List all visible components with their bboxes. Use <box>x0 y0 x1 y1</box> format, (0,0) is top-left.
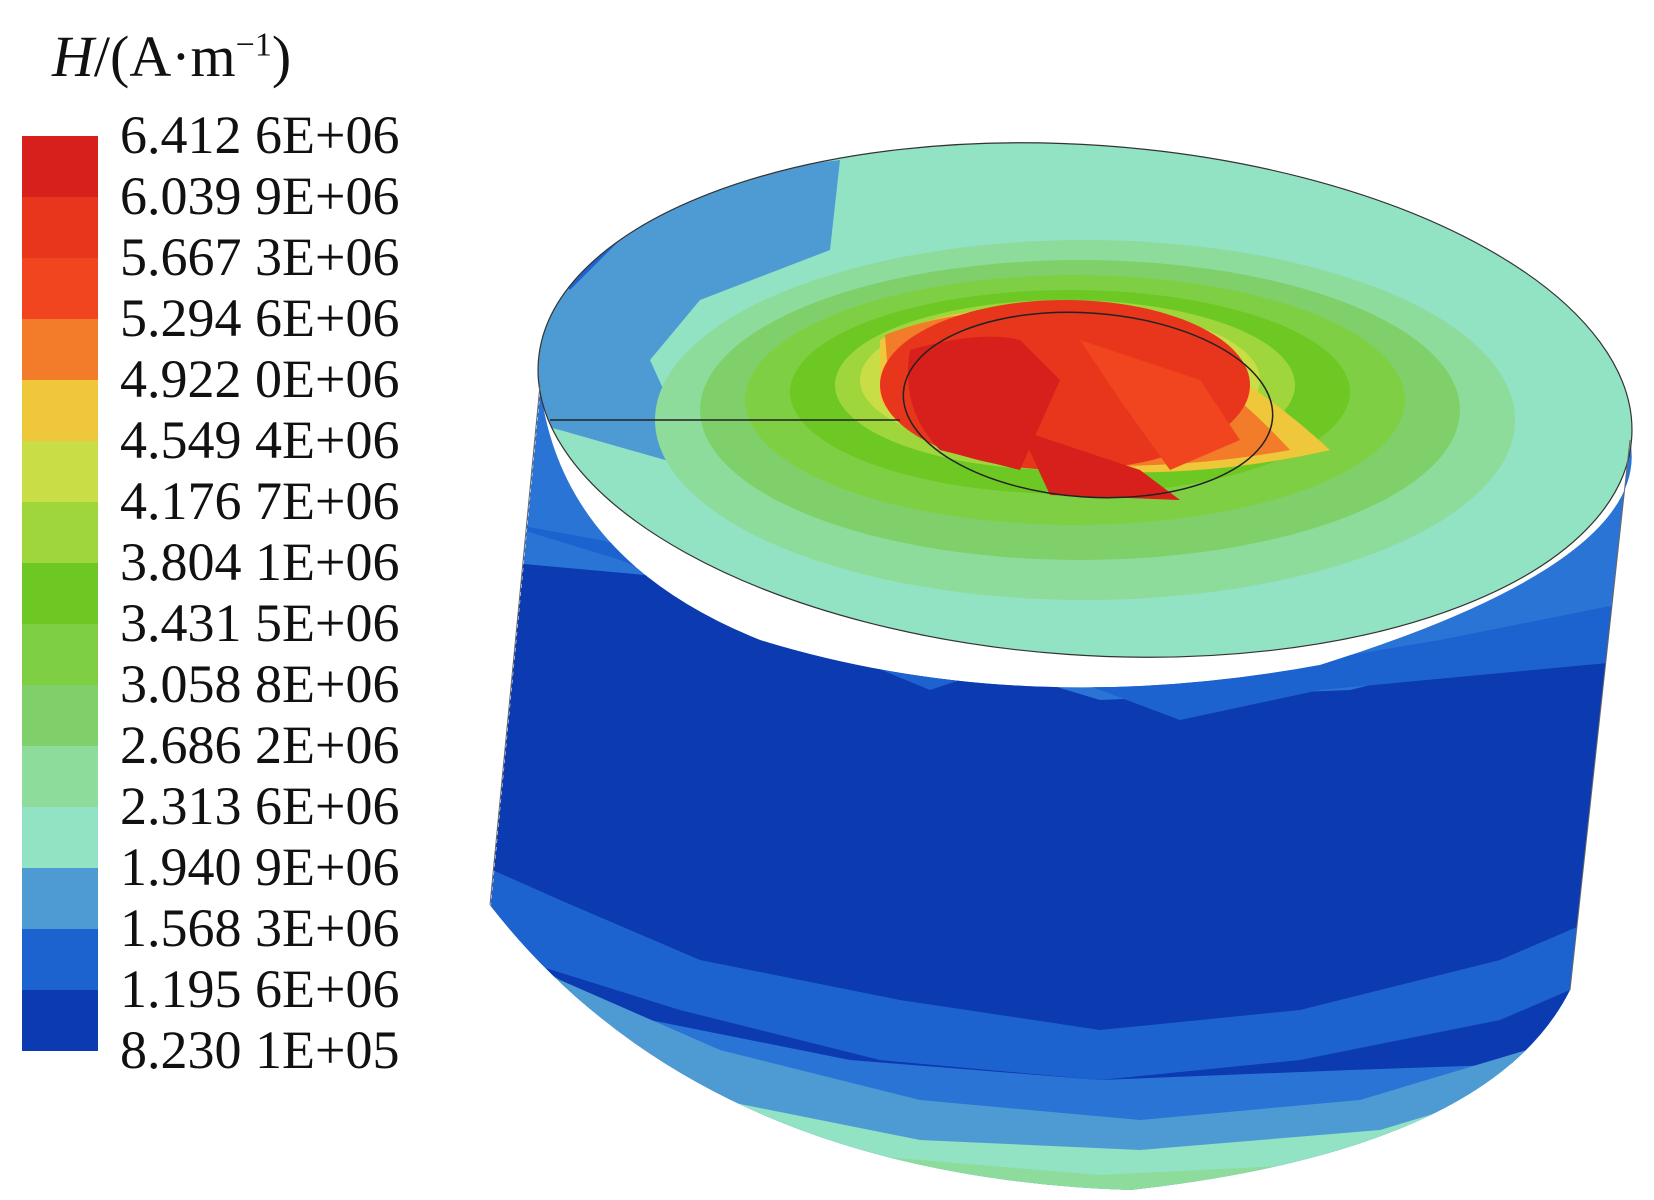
legend-variable: H <box>52 24 94 89</box>
colorbar-tick-label: 4.922 0E+06 <box>120 349 400 409</box>
legend-unit-suffix: ) <box>271 24 292 89</box>
colorbar-band <box>22 258 98 319</box>
colorbar-tick-label: 2.313 6E+06 <box>120 776 400 836</box>
colorbar-tick-label: 2.686 2E+06 <box>120 715 400 775</box>
colorbar-tick-label: 6.412 6E+06 <box>120 105 400 165</box>
colorbar-band <box>22 136 98 197</box>
legend-colorbar <box>22 136 98 1051</box>
colorbar-band <box>22 197 98 258</box>
colorbar-band <box>22 624 98 685</box>
colorbar-tick-label: 3.058 8E+06 <box>120 654 400 714</box>
colorbar-tick-label: 8.230 1E+05 <box>120 1020 400 1080</box>
legend-unit-exponent: −1 <box>235 26 272 64</box>
colorbar-band <box>22 380 98 441</box>
colorbar-tick-label: 1.195 6E+06 <box>120 959 400 1019</box>
colorbar-band <box>22 441 98 502</box>
colorbar-band <box>22 563 98 624</box>
colorbar-band <box>22 929 98 990</box>
colorbar-tick-label: 5.667 3E+06 <box>120 227 400 287</box>
colorbar-band <box>22 319 98 380</box>
cylinder-top-face <box>520 130 1650 670</box>
colorbar-tick-label: 4.549 4E+06 <box>120 410 400 470</box>
colorbar-tick-label: 3.431 5E+06 <box>120 593 400 653</box>
colorbar-band <box>22 502 98 563</box>
legend-unit-prefix: /(A·m <box>93 24 236 89</box>
colorbar-tick-label: 4.176 7E+06 <box>120 471 400 531</box>
colorbar-band <box>22 990 98 1051</box>
colorbar-tick-label: 3.804 1E+06 <box>120 532 400 592</box>
colorbar-band <box>22 685 98 746</box>
colorbar-band <box>22 868 98 929</box>
colorbar-tick-label: 1.940 9E+06 <box>120 837 400 897</box>
legend-title: H/(A·m−1) <box>52 28 291 86</box>
colorbar-tick-label: 1.568 3E+06 <box>120 898 400 958</box>
colorbar-band <box>22 746 98 807</box>
colorbar-tick-label: 6.039 9E+06 <box>120 166 400 226</box>
colorbar-tick-label: 5.294 6E+06 <box>120 288 400 348</box>
colorbar-band <box>22 807 98 868</box>
